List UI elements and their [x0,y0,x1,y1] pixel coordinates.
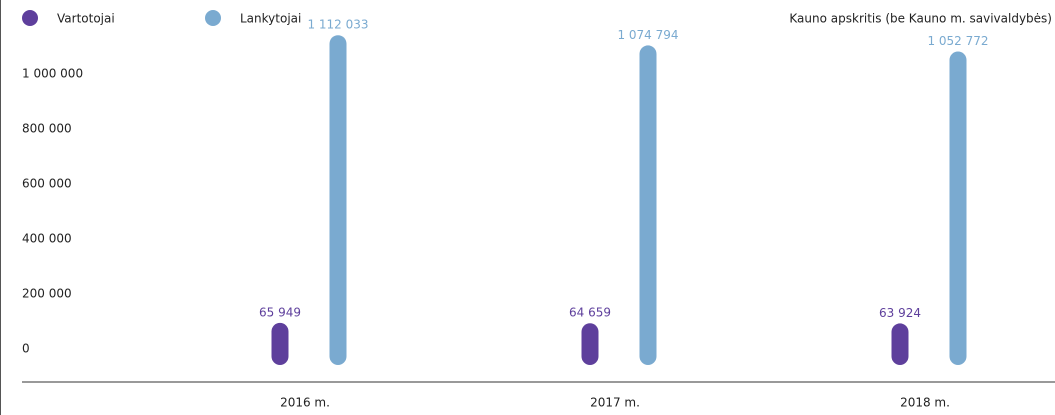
subtitle: Kauno apskritis (be Kauno m. savivaldybė… [789,12,1052,26]
value-label: 1 112 033 [307,18,368,32]
value-label: 63 924 [879,306,921,320]
bar [949,51,967,365]
legend-marker [22,10,38,26]
bar [329,35,347,366]
legend-label: Vartotojai [57,12,115,26]
y-tick-label: 0 [22,342,30,356]
bar [581,323,599,365]
y-tick-label: 1 000 000 [22,67,83,81]
y-tick-label: 800 000 [22,122,72,136]
bar [271,322,289,365]
value-label: 1 052 772 [927,34,988,48]
bar [639,45,657,366]
y-tick-label: 200 000 [22,287,72,301]
y-tick-label: 600 000 [22,177,72,191]
legend-label: Lankytojai [240,12,301,26]
value-label: 1 074 794 [617,28,678,42]
x-tick-label: 2018 m. [900,396,950,410]
x-tick-label: 2016 m. [280,396,330,410]
x-tick-label: 2017 m. [590,396,640,410]
bar [891,323,909,365]
value-label: 65 949 [259,305,301,319]
value-label: 64 659 [569,306,611,320]
y-tick-label: 400 000 [22,232,72,246]
legend-marker [205,10,221,26]
